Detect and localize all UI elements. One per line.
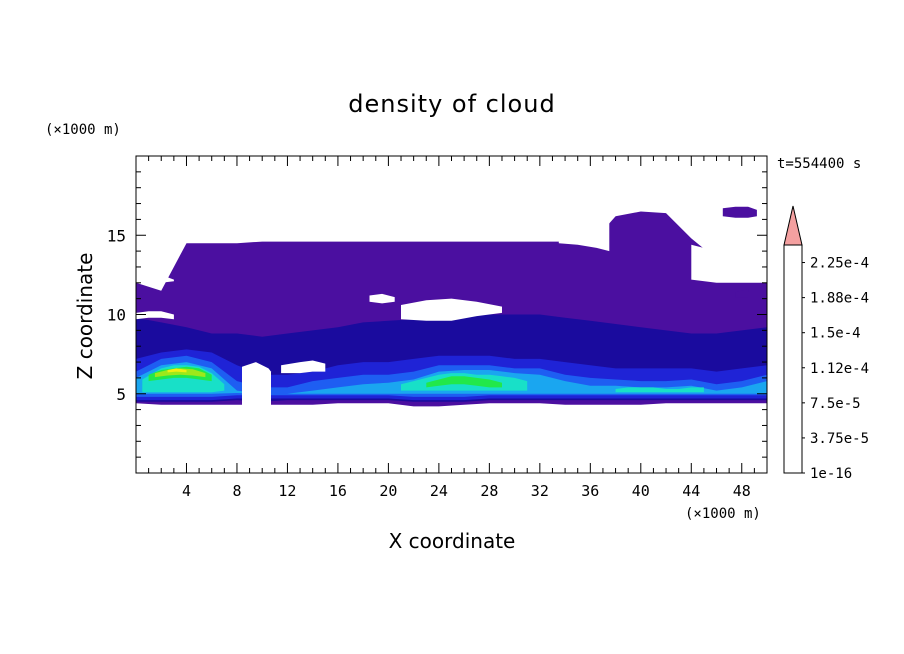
x-tick-label: 40 [632,482,650,500]
cloud-gap-7 [558,206,610,252]
y-tick-label: 10 [107,306,126,325]
colorbar-label: 1.12e-4 [810,361,869,377]
x-unit-label: (×1000 m) [685,506,761,522]
y-axis: 5 10 15 [107,171,767,458]
x-axis-label: X coordinate [389,529,516,553]
contour-band-9 [426,376,502,388]
cloud-gap-6 [691,244,767,283]
cloud-gap-5 [136,241,174,283]
y-axis-label: Z coordinate [73,253,97,380]
contour-band-7 [615,387,704,393]
cloud-gap-1 [136,311,174,320]
contour-plot [136,206,767,407]
contour-band-11 [167,368,187,373]
x-tick-label: 4 [182,482,191,500]
cloud-gap-3 [401,298,502,321]
contour-band-10 [154,368,206,378]
colorbar-label: 7.5e-5 [810,396,861,412]
x-tick-label: 48 [733,482,751,500]
x-tick-label: 28 [480,482,498,500]
time-label: t=554400 s [777,156,861,172]
cloud-gap-4 [369,293,395,304]
x-tick-label: 16 [329,482,347,500]
x-tick-label: 36 [581,482,599,500]
colorbar-frame [783,244,803,474]
cloud-gap-2 [281,360,326,374]
x-tick-label: 44 [682,482,700,500]
colorbar-label: 1.5e-4 [810,326,861,342]
colorbar-overflow-triangle [783,205,803,246]
x-tick-label: 8 [232,482,241,500]
colorbar-label: 1e-16 [810,466,852,482]
chart-title: density of cloud [348,90,555,118]
y-tick-label: 5 [116,385,126,404]
x-axis: 4 8 12 16 20 24 28 32 36 40 44 48 [148,156,755,500]
y-unit-label: (×1000 m) [45,122,121,138]
colorbar-label: 1.88e-4 [810,291,869,307]
colorbar-label: 2.25e-4 [810,256,869,272]
y-tick-label: 15 [107,226,126,245]
x-tick-label: 12 [278,482,296,500]
cloud-gap-0 [242,362,271,407]
colorbar-label: 3.75e-5 [810,431,869,447]
cloud-patch-0 [722,206,757,218]
x-tick-label: 20 [379,482,397,500]
x-tick-label: 32 [531,482,549,500]
colorbar: 1e-16 3.75e-5 7.5e-5 1.12e-4 1.5e-4 1.88e-4 2.… [783,205,869,482]
x-tick-label: 24 [430,482,448,500]
cloud-patch-1 [735,289,749,298]
